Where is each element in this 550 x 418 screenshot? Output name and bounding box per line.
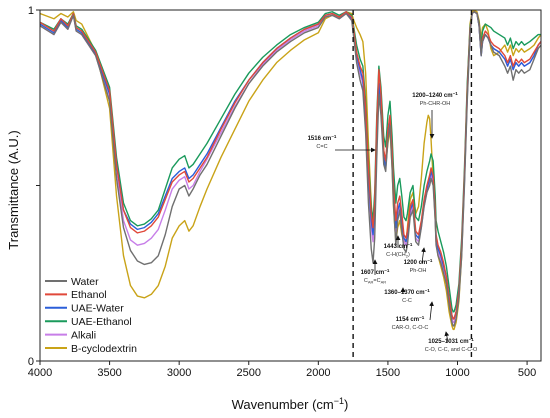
x-axis-label: Wavenumber (cm−1) — [232, 396, 349, 412]
legend-item: UAE-Water — [45, 303, 124, 315]
legend-label: B-cyclodextrin — [71, 343, 137, 355]
x-tick-label: 2000 — [306, 367, 330, 379]
x-tick-label: 2500 — [237, 367, 261, 379]
annotation-title: 1025–1031 cm−1 — [428, 337, 474, 345]
annotation-6: 1360–1370 cm−1 C-C — [384, 287, 430, 304]
annotation-title: 1200–1240 cm−1 — [412, 91, 458, 99]
annotation-title: 1154 cm−1 — [396, 315, 425, 323]
annotation-arrow — [421, 247, 426, 264]
x-tick-label: 1500 — [376, 367, 400, 379]
x-tick-label: 3500 — [97, 367, 121, 379]
x-tick-label: 4000 — [28, 367, 52, 379]
annotation-1: 1516 cm−1 C=C — [308, 134, 376, 153]
legend-item: B-cyclodextrin — [45, 343, 137, 355]
x-tick-label: 500 — [518, 367, 536, 379]
annotation-subtitle: C-C — [402, 298, 412, 304]
annotation-arrow — [444, 331, 450, 343]
axes-group: 4000 3500 3000 2500 2000 1500 1000 500 0 1 — [28, 5, 542, 379]
y-tick-label: 1 — [28, 5, 34, 17]
annotation-8: 1025–1031 cm−1 C-O, C-C, and C-C-O — [425, 331, 478, 353]
legend-item: Alkali — [45, 329, 96, 341]
annotation-subtitle: CAR-O, C-O-C — [392, 325, 429, 331]
annotations-group: 1516 cm−1 C=C 1200–1240 cm−1 Ph-CHR-OH 1443 … — [308, 91, 478, 353]
annotation-title: 1607 cm−1 — [361, 268, 390, 276]
legend-item: UAE-Ethanol — [45, 316, 132, 328]
x-tick-label: 1000 — [445, 367, 469, 379]
legend-item: Water — [45, 276, 99, 288]
annotation-subtitle: C=C — [316, 144, 327, 150]
annotation-subtitle: C-O, C-C, and C-C-O — [425, 347, 478, 353]
legend-label: UAE-Ethanol — [71, 316, 132, 328]
series-line-water — [40, 11, 541, 327]
x-tick-label: 3000 — [167, 367, 191, 379]
annotation-title: 1360–1370 cm−1 — [384, 288, 430, 296]
annotation-title: 1443 cm−1 — [384, 242, 413, 250]
annotation-2: 1200–1240 cm−1 Ph-CHR-OH — [412, 91, 458, 139]
legend-label: UAE-Water — [71, 303, 124, 315]
annotation-subtitle: C-H(CH2) — [386, 252, 410, 259]
annotation-title: 1516 cm−1 — [308, 134, 337, 142]
y-axis-label: Transmittance (A.U.) — [6, 130, 21, 249]
annotation-5: 1200 cm−1 Ph-OH — [404, 247, 433, 274]
annotation-7: 1154 cm−1 CAR-O, C-O-C — [392, 301, 434, 331]
annotation-subtitle: Ph-OH — [410, 268, 427, 274]
legend-label: Water — [71, 276, 99, 288]
legend-label: Ethanol — [71, 289, 107, 301]
annotation-subtitle: Ph-CHR-OH — [420, 101, 451, 107]
annotation-arrow — [429, 301, 434, 321]
y-tick-label: 0 — [28, 356, 34, 368]
annotation-3: 1443 cm−1 C-H(CH2) — [384, 235, 413, 259]
legend-label: Alkali — [71, 329, 96, 341]
legend-item: Ethanol — [45, 289, 107, 301]
series-group — [40, 10, 541, 331]
dashed-reference-lines — [352, 10, 473, 361]
annotation-subtitle: CAR=CAR — [364, 278, 386, 285]
annotation-4: 1607 cm−1 CAR=CAR — [361, 259, 390, 285]
annotation-title: 1200 cm−1 — [404, 258, 433, 266]
